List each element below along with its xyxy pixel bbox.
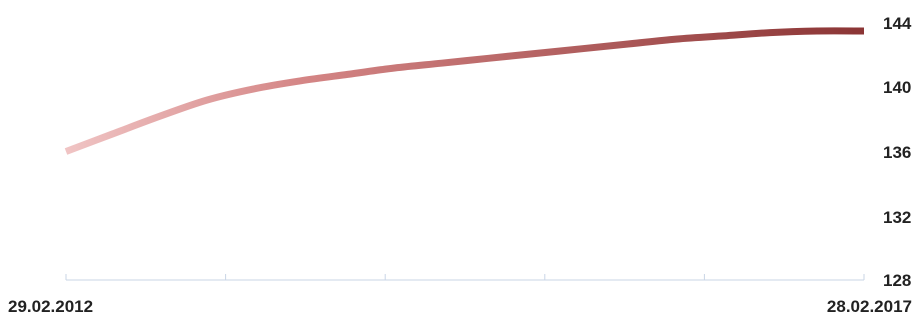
y-tick-label: 132 [883,208,911,227]
x-axis [65,274,865,281]
y-tick-label: 136 [883,143,911,162]
series-line [64,27,865,155]
x-tick-label-end: 28.02.2017 [827,297,912,316]
y-axis-tick-labels: 128 132 136 140 144 [883,14,912,290]
x-tick-label-start: 29.02.2012 [8,297,93,316]
y-tick-label: 140 [883,78,911,97]
series-layer [64,27,865,155]
y-tick-label: 144 [883,14,912,33]
y-tick-label: 128 [883,271,911,290]
